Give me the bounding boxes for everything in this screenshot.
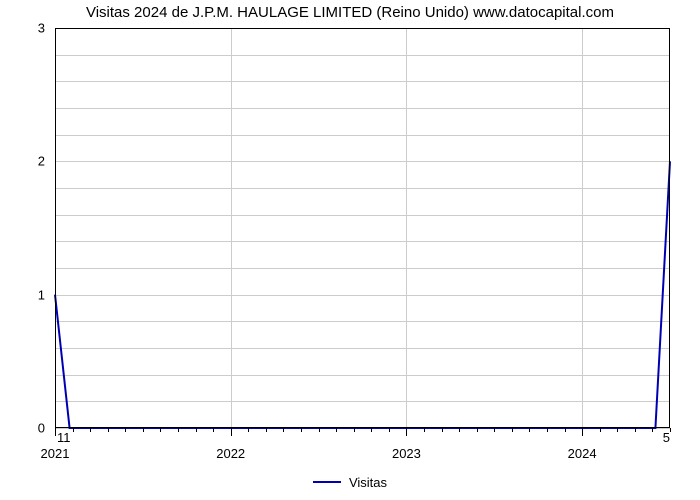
legend-label: Visitas	[349, 475, 387, 490]
x-minor-tick	[319, 428, 320, 432]
x-major-tick	[582, 428, 583, 436]
chart-container: Visitas 2024 de J.P.M. HAULAGE LIMITED (…	[0, 0, 700, 500]
right-end-label: 5	[663, 430, 670, 445]
x-minor-tick	[143, 428, 144, 432]
y-tick-label: 3	[0, 21, 45, 36]
legend-swatch	[313, 481, 341, 483]
x-major-tick	[406, 428, 407, 436]
x-tick-label: 2022	[216, 446, 245, 461]
legend-item: Visitas	[313, 475, 387, 490]
x-minor-tick	[248, 428, 249, 432]
x-minor-tick	[477, 428, 478, 432]
x-minor-tick	[635, 428, 636, 432]
x-minor-tick	[178, 428, 179, 432]
x-minor-tick	[670, 428, 671, 432]
x-major-tick	[55, 428, 56, 436]
y-tick-label: 1	[0, 287, 45, 302]
x-minor-tick	[73, 428, 74, 432]
x-minor-tick	[512, 428, 513, 432]
x-minor-tick	[283, 428, 284, 432]
x-minor-tick	[301, 428, 302, 432]
y-tick-label: 0	[0, 421, 45, 436]
x-minor-tick	[459, 428, 460, 432]
x-minor-tick	[160, 428, 161, 432]
x-tick-label: 2021	[41, 446, 70, 461]
x-minor-tick	[442, 428, 443, 432]
data-line	[0, 0, 700, 500]
x-minor-tick	[371, 428, 372, 432]
left-end-label: 11	[57, 430, 71, 445]
y-tick-label: 2	[0, 154, 45, 169]
x-tick-label: 2023	[392, 446, 421, 461]
x-minor-tick	[266, 428, 267, 432]
x-minor-tick	[125, 428, 126, 432]
x-minor-tick	[424, 428, 425, 432]
x-minor-tick	[196, 428, 197, 432]
x-tick-label: 2024	[568, 446, 597, 461]
legend: Visitas	[0, 470, 700, 490]
x-minor-tick	[213, 428, 214, 432]
x-minor-tick	[389, 428, 390, 432]
x-minor-tick	[354, 428, 355, 432]
x-minor-tick	[90, 428, 91, 432]
x-minor-tick	[600, 428, 601, 432]
x-minor-tick	[617, 428, 618, 432]
x-minor-tick	[565, 428, 566, 432]
x-minor-tick	[547, 428, 548, 432]
x-minor-tick	[336, 428, 337, 432]
x-major-tick	[231, 428, 232, 436]
x-minor-tick	[529, 428, 530, 432]
x-minor-tick	[494, 428, 495, 432]
x-minor-tick	[108, 428, 109, 432]
x-minor-tick	[652, 428, 653, 432]
